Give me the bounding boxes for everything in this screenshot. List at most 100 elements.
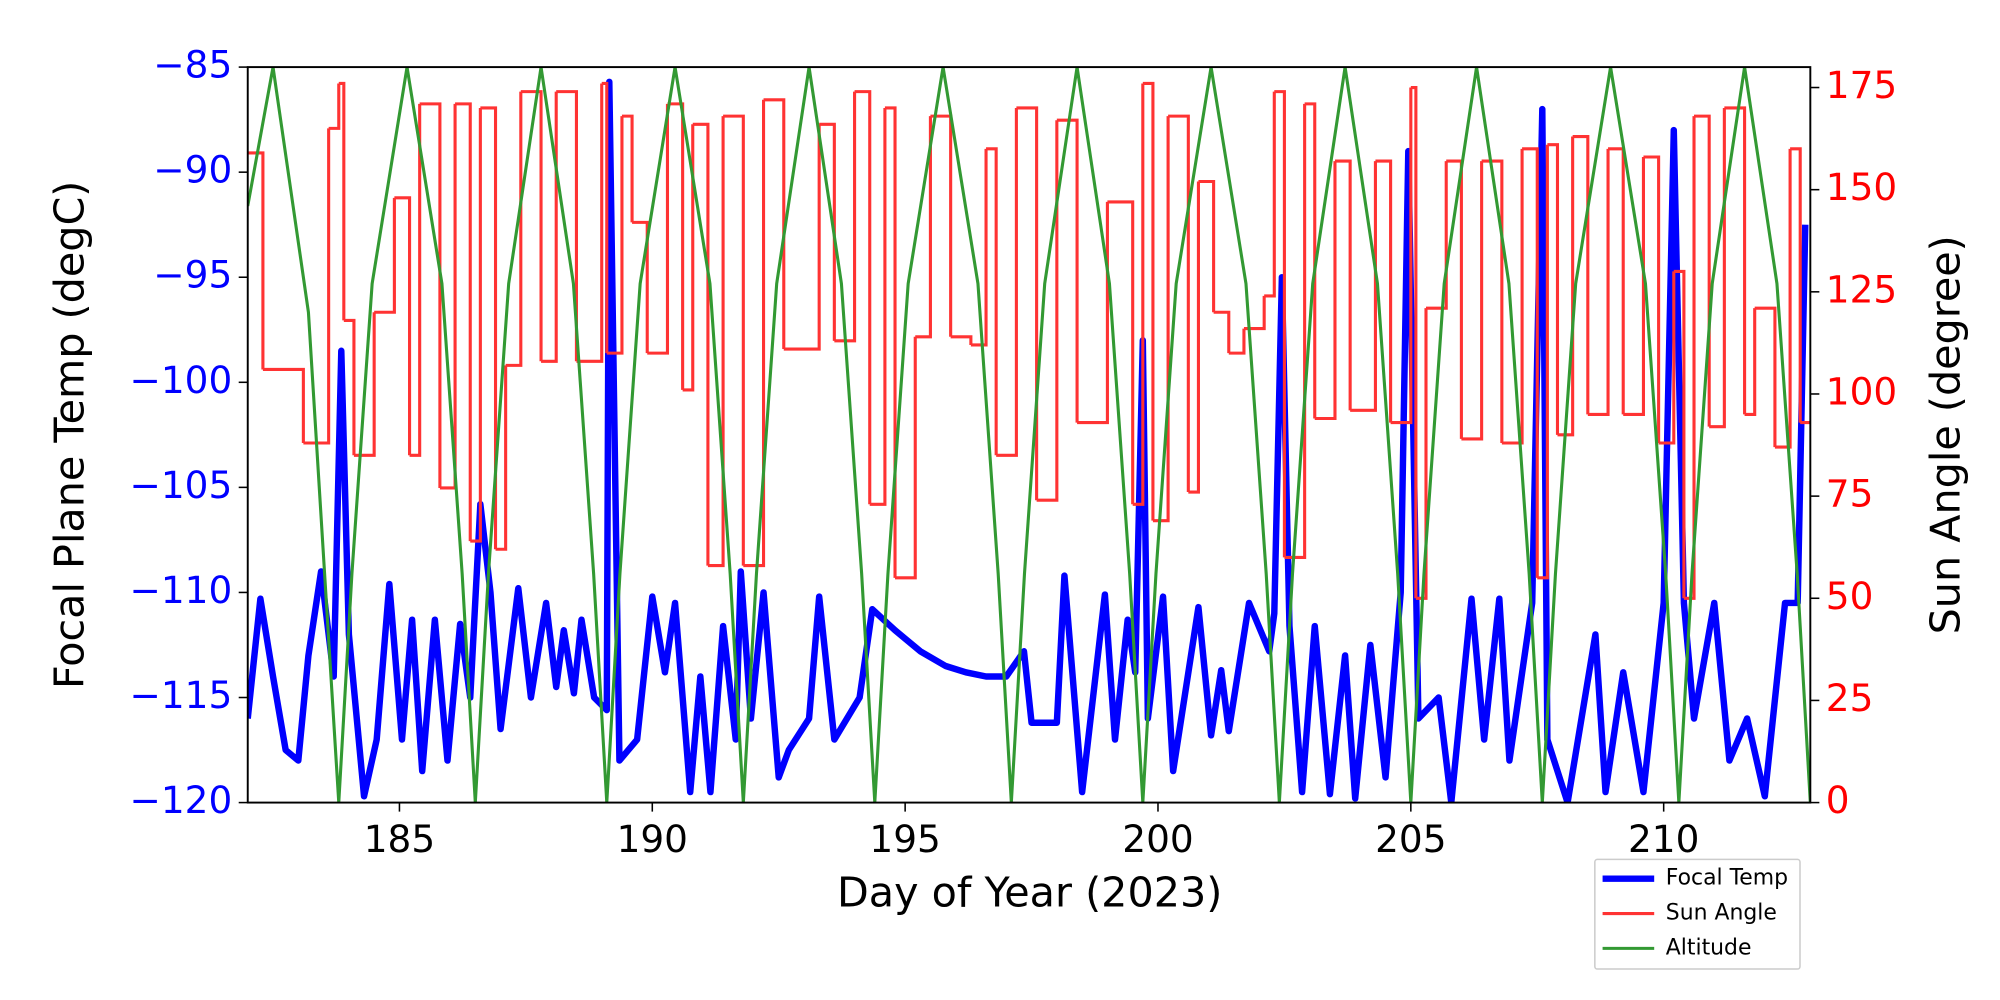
sun-angle-step	[621, 114, 634, 223]
sun-angle-step	[1375, 159, 1393, 423]
sun-angle-step	[1709, 107, 1726, 429]
sun-angle-step	[303, 128, 331, 445]
sun-angle-step	[505, 91, 523, 367]
y-tick-label: −120	[130, 778, 233, 822]
sun-angle-step	[632, 220, 649, 354]
sun-angle-step	[1658, 271, 1676, 445]
sun-angle-step	[328, 83, 341, 130]
y-tick-label: −115	[130, 673, 233, 717]
plot-area	[247, 67, 1811, 803]
sun-angle-step	[1168, 114, 1190, 493]
sun-angle-step	[1036, 120, 1059, 502]
sun-angle-step	[1274, 90, 1286, 558]
sun-angle-step	[692, 122, 710, 566]
sun-angle-step	[480, 106, 498, 550]
sun-angle-step	[343, 318, 356, 456]
y2-tick-label: 125	[1826, 267, 1897, 311]
sun-angle-step	[455, 102, 472, 542]
sun-angle-step	[338, 81, 346, 321]
sun-angle-step	[884, 106, 897, 578]
y-tick-label: −85	[153, 43, 232, 87]
sun-angle-step	[247, 151, 265, 370]
sun-angle-step	[1284, 103, 1307, 559]
sun-angle-step	[819, 122, 836, 341]
sun-angle-step	[1142, 81, 1155, 521]
sun-angle-step	[915, 116, 932, 339]
x-tick-label: 190	[617, 817, 688, 861]
sun-angle-step	[1264, 91, 1276, 298]
sun-angle-step	[1016, 106, 1039, 501]
sun-angle-step	[763, 98, 786, 350]
sun-angle-step	[1350, 161, 1377, 412]
x-tick-label: 210	[1628, 817, 1699, 861]
legend-label: Altitude	[1666, 935, 1752, 960]
sun-angle-step	[1314, 161, 1337, 421]
sun-angle-step	[541, 91, 558, 363]
sun-angle-step	[1198, 179, 1216, 313]
sun-angle-step	[1744, 308, 1757, 416]
series-line	[247, 78, 1809, 803]
sun-angle-step	[986, 147, 998, 456]
x-tick-label: 195	[869, 817, 940, 861]
sun-angle-step	[1623, 156, 1645, 416]
sun-angle-step	[834, 91, 857, 343]
sun-angle-step	[1683, 116, 1696, 600]
sun-angle-step	[1410, 85, 1418, 599]
sun-angle-step	[409, 103, 422, 457]
sun-angle-step	[854, 90, 872, 505]
sun-angle-step	[723, 114, 745, 566]
legend-box	[1594, 858, 1801, 970]
sun-angle-step	[1390, 87, 1413, 425]
y2-tick-label: 50	[1826, 574, 1874, 618]
y2-axis-label: Sun Angle (degree)	[1921, 235, 1969, 634]
sun-angle-step	[1673, 269, 1686, 599]
sun-angle-step	[1056, 118, 1079, 423]
y2-tick-label: 0	[1826, 778, 1850, 822]
legend-label: Sun Angle	[1666, 901, 1777, 926]
sun-angle-step	[1501, 148, 1524, 445]
y-tick-label: −95	[153, 253, 232, 297]
sun-angle-step	[1537, 144, 1549, 580]
sun-angle-step	[1643, 155, 1661, 444]
y2-tick-label: 100	[1826, 369, 1897, 413]
y-axis-label: Focal Plane Temp (degC)	[45, 181, 93, 689]
sun-angle-step	[1132, 83, 1145, 506]
y-tick-label: −110	[130, 568, 233, 612]
sun-angle-step	[601, 81, 609, 354]
sun-angle-step	[556, 90, 578, 362]
sun-angle-step	[576, 83, 604, 363]
sun-angle-step	[1790, 147, 1802, 423]
sun-angle-step	[1774, 148, 1792, 449]
y2-tick-label: 25	[1826, 676, 1874, 720]
sun-angle-step	[1228, 328, 1246, 355]
sun-angle-step	[1213, 310, 1231, 354]
sun-angle-step	[1557, 136, 1575, 437]
sun-angle-step	[1334, 159, 1352, 411]
sun-angle-step	[970, 148, 988, 347]
sun-angle-step	[667, 102, 685, 390]
sun-angle-step	[1446, 159, 1463, 439]
sun-angle-step	[682, 124, 695, 392]
sun-angle-step	[1243, 295, 1266, 331]
sun-angle-step	[895, 336, 917, 580]
sun-angle-step	[520, 90, 543, 362]
sun-angle-step	[394, 196, 412, 456]
sun-angle-step	[1754, 306, 1777, 448]
sun-angle-step	[1608, 147, 1625, 415]
legend: Focal Temp Sun Angle Altitude	[1594, 858, 1801, 970]
sun-angle-step	[1587, 148, 1610, 416]
sun-angle-step	[707, 116, 725, 568]
sun-angle-step	[606, 116, 624, 355]
x-axis-label: Day of Year (2023)	[837, 868, 1222, 916]
sun-angle-step	[930, 114, 953, 337]
legend-label: Focal Temp	[1666, 866, 1788, 891]
sun-angle-step	[1572, 135, 1590, 415]
sun-angle-step	[374, 197, 396, 314]
y2-tick-label: 150	[1826, 165, 1897, 209]
x-tick-label: 200	[1122, 817, 1193, 861]
sun-angle-step	[262, 367, 305, 444]
sun-angle-step	[950, 335, 973, 345]
sun-angle-step	[1107, 200, 1135, 505]
